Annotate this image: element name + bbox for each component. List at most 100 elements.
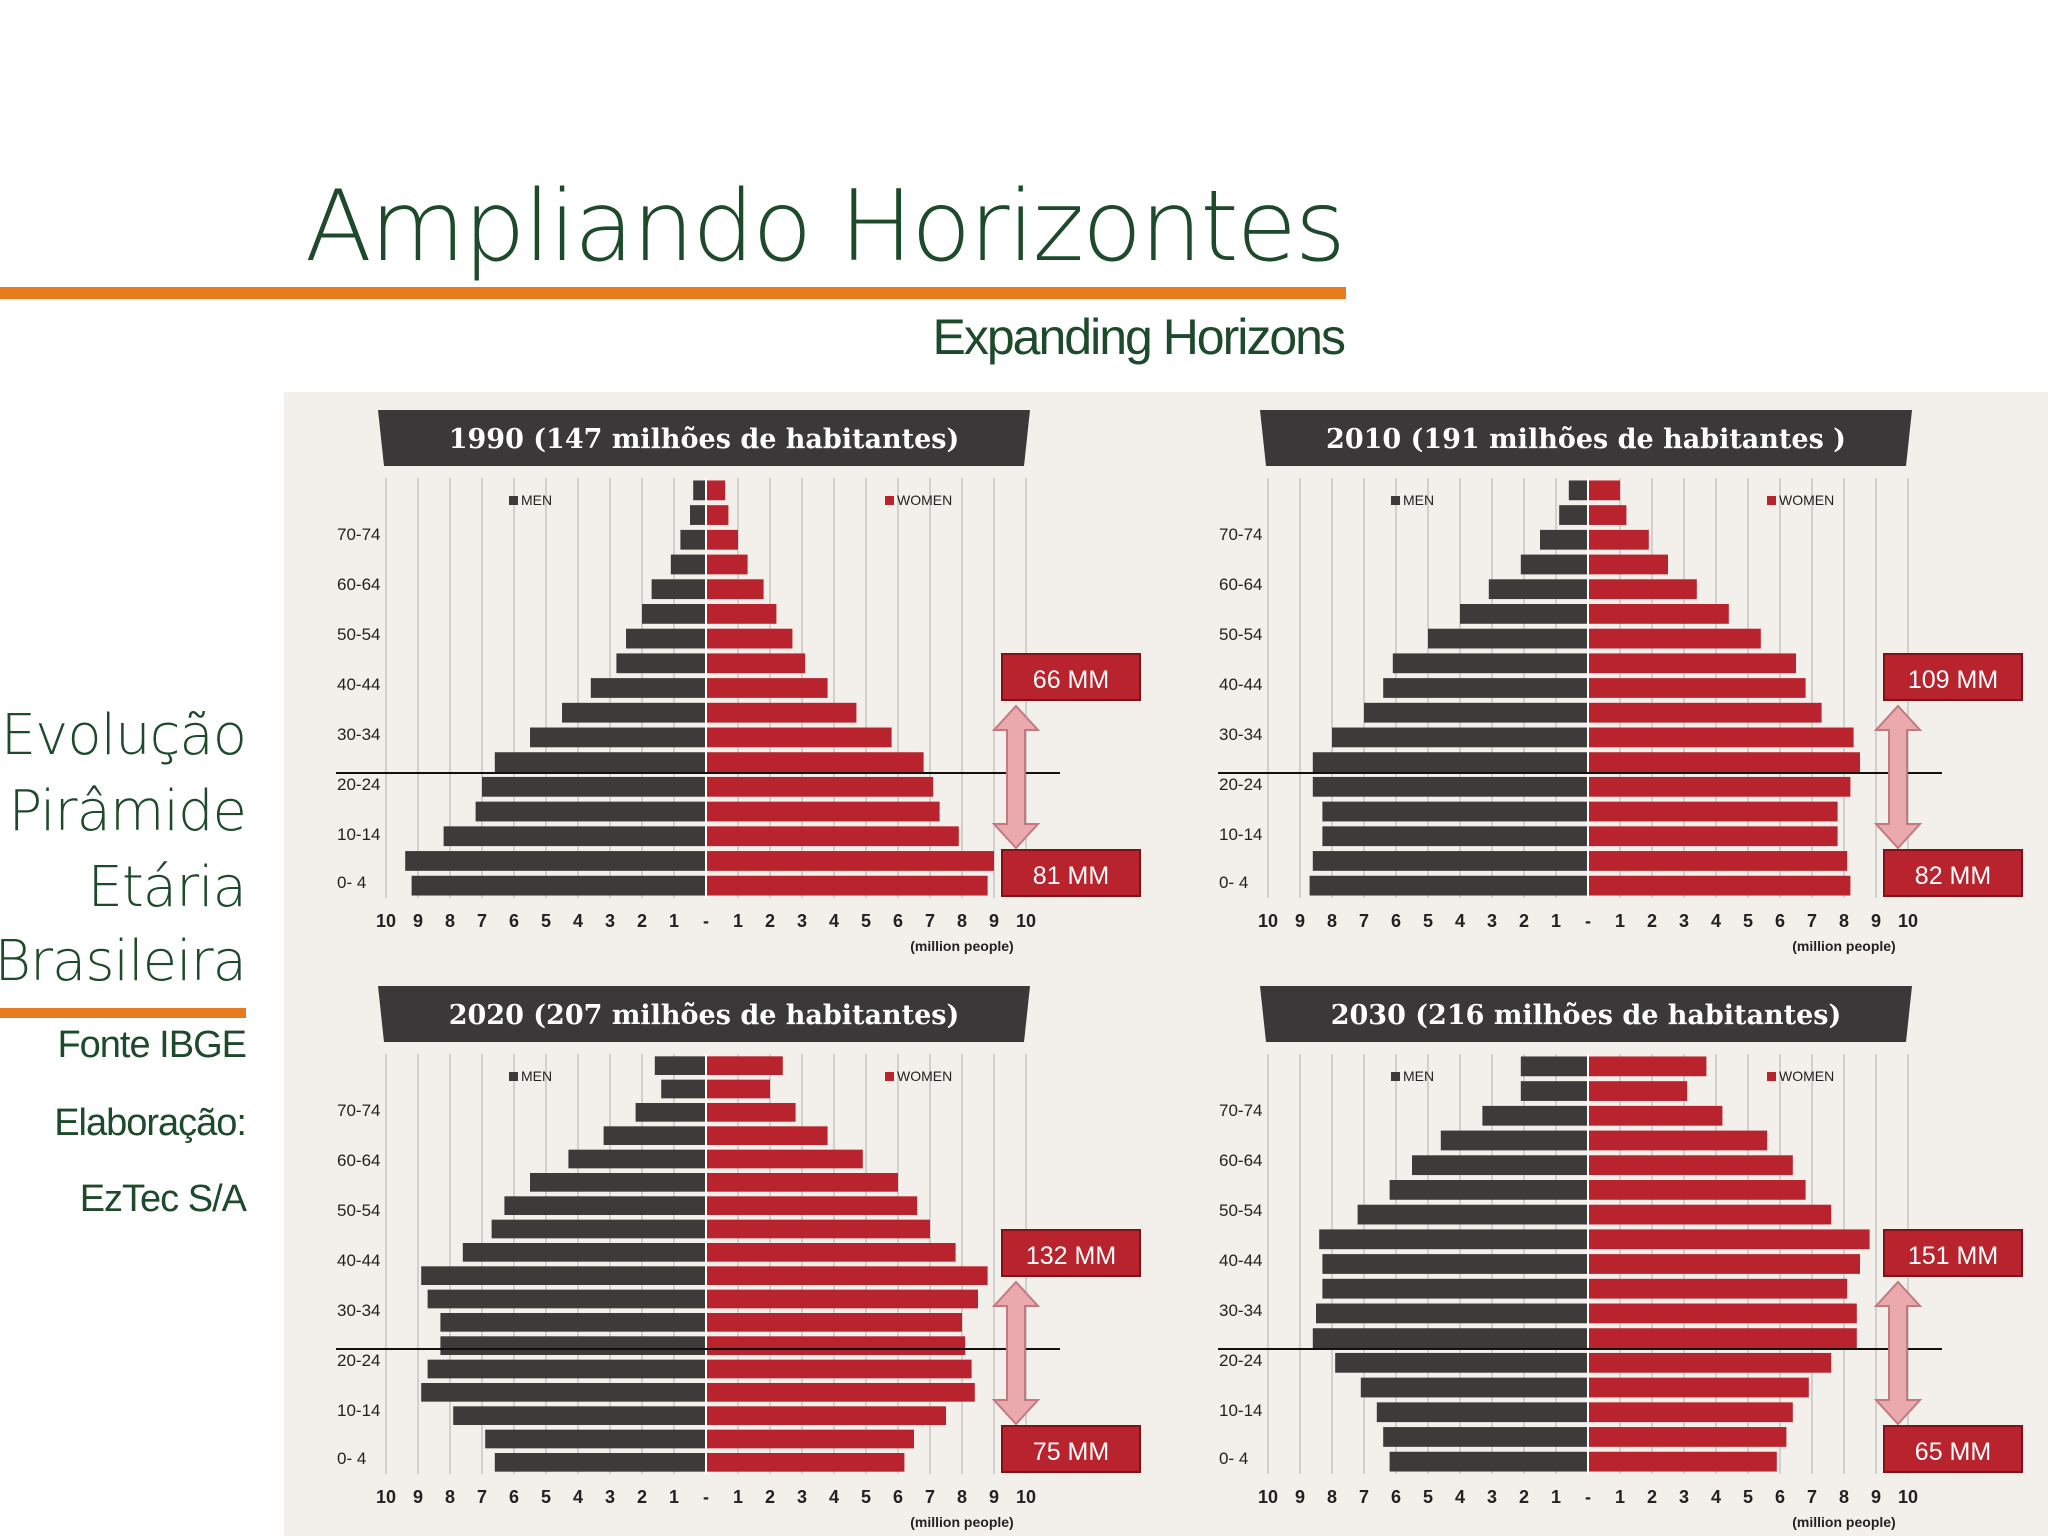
x-tick-label: - [1585,1487,1591,1507]
double-arrow-icon [1873,704,1923,850]
age-tick-label: 20-24 [1219,1351,1262,1370]
women-bar [706,653,806,674]
x-tick-label: 9 [413,911,423,931]
x-tick-label: 4 [829,1487,839,1507]
x-tick-label: 1 [1615,1487,1625,1507]
women-bar [1588,801,1838,822]
x-tick-label: 5 [1423,1487,1433,1507]
men-bar [1440,1130,1588,1151]
x-tick-label: 1 [1551,1487,1561,1507]
x-tick-label: 2 [1647,1487,1657,1507]
women-bar [706,1336,966,1355]
age-tick-label: 50-54 [337,625,380,644]
age-tick-label: 50-54 [1219,1201,1262,1220]
men-bar [603,1126,706,1145]
legend-men-label: MEN [1403,492,1434,508]
women-bar [706,628,793,649]
x-tick-label: 10 [1258,911,1278,931]
x-axis-label: (million people) [1792,938,1895,954]
x-tick-label: 10 [1258,1487,1278,1507]
age-tick-label: 20-24 [337,775,380,794]
men-bar [427,1289,706,1309]
x-tick-label: 1 [733,1487,743,1507]
men-bar [421,1266,706,1285]
age-tick-label: 70-74 [337,525,380,544]
x-tick-label: 2 [765,911,775,931]
age-tick-label: 40-44 [337,1251,380,1270]
men-bar [494,752,706,772]
women-bar [706,604,777,624]
lower-total-badge [1883,849,2023,897]
legend-men-swatch [509,496,518,505]
age-tick-label: 60-64 [337,1151,380,1170]
chart-title-banner [1260,410,1912,466]
age-tick-label: 60-64 [337,575,380,594]
x-tick-label: 5 [541,1487,551,1507]
age-tick-label: 20-24 [1219,775,1262,794]
page-title: Ampliando Horizontes [304,170,1346,284]
legend-men-label: MEN [521,1068,552,1084]
x-tick-label: 3 [1679,911,1689,931]
x-tick-label: 3 [797,1487,807,1507]
credit-label: Elaboração: [54,1102,247,1144]
upper-total-badge [1883,1229,2023,1277]
men-bar [651,579,706,600]
x-tick-label: 8 [957,1487,967,1507]
women-bar [1588,678,1806,698]
lower-total-badge [1001,849,1141,897]
x-tick-label: 3 [1487,1487,1497,1507]
men-bar [1568,480,1588,501]
x-tick-label: 1 [669,1487,679,1507]
x-tick-label: 10 [1898,911,1918,931]
women-bar [706,1313,962,1332]
men-bar [1319,1229,1588,1250]
legend-men-swatch [1391,496,1400,505]
men-bar [1322,1278,1588,1299]
x-tick-label: 9 [1295,911,1305,931]
legend-women-label: WOMEN [897,492,952,508]
women-bar [706,678,828,698]
lower-total-label: 65 MM [1915,1438,1991,1466]
x-tick-label: 6 [1775,1487,1785,1507]
chart-title: 2030 (216 milhões de habitantes) [1331,1000,1842,1031]
sidebar-line-1: Evolução [0,703,247,768]
age-tick-label: 50-54 [1219,625,1262,644]
x-tick-label: 7 [1807,1487,1817,1507]
upper-total-badge [1883,653,2023,701]
age-tick-label: 0- 4 [1219,873,1248,892]
age-tick-label: 0- 4 [337,1449,366,1468]
x-tick-label: 10 [1898,1487,1918,1507]
chart-title: 2020 (207 milhões de habitantes) [449,1000,960,1031]
x-tick-label: 1 [733,911,743,931]
women-bar [706,554,748,575]
men-bar [1360,1377,1588,1398]
x-tick-label: 2 [765,1487,775,1507]
men-bar [462,1243,706,1262]
age-tick-label: 0- 4 [1219,1449,1248,1468]
x-tick-label: 8 [1327,911,1337,931]
men-bar [1389,1180,1588,1200]
women-bar [706,1453,905,1472]
sidebar-line-4: Brasileira [0,929,247,994]
women-bar [1588,702,1822,723]
x-tick-label: 2 [637,1487,647,1507]
x-tick-label: 1 [1615,911,1625,931]
men-bar [626,628,706,649]
x-tick-label: 2 [1519,1487,1529,1507]
men-bar [1322,826,1588,847]
women-bar [706,480,726,501]
x-tick-label: 5 [1743,1487,1753,1507]
lower-total-label: 75 MM [1033,1438,1109,1466]
x-axis-label: (million people) [910,938,1013,954]
x-tick-label: - [1585,911,1591,931]
x-tick-label: 9 [1871,1487,1881,1507]
age-tick-label: 10-14 [337,1401,380,1420]
x-tick-label: 6 [509,1487,519,1507]
x-tick-label: 2 [1519,911,1529,931]
women-bar [1588,1229,1870,1250]
women-bar [706,1383,975,1402]
age-tick-label: 30-34 [337,1301,380,1320]
men-bar [405,851,706,871]
men-bar [568,1149,706,1169]
legend-women-swatch [885,496,894,505]
